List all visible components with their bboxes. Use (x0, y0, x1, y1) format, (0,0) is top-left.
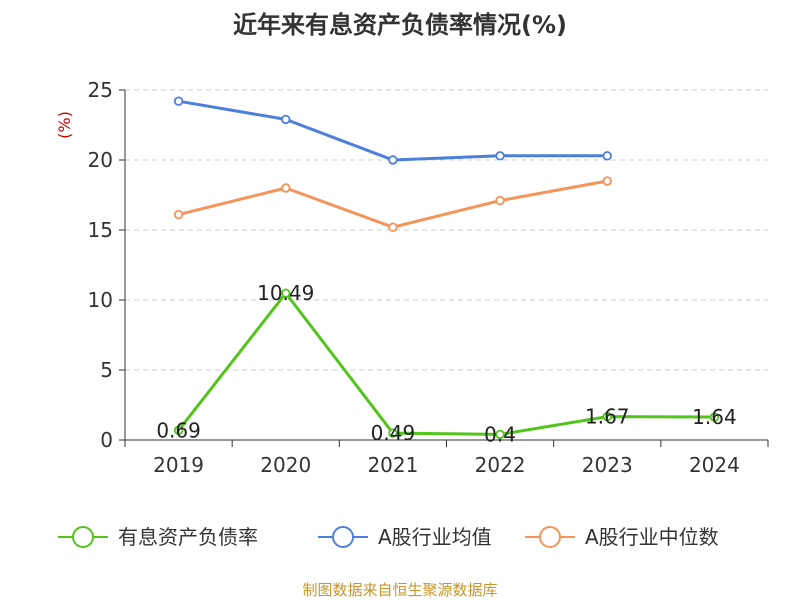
data-label: 1.67 (585, 405, 630, 429)
y-tick-label: 15 (88, 218, 113, 242)
data-label: 0.69 (156, 418, 201, 442)
legend-item-1[interactable]: A股行业均值 (318, 525, 492, 549)
x-tick-label: 2020 (260, 453, 311, 477)
legend-item-2[interactable]: A股行业中位数 (525, 525, 719, 549)
data-label: 1.64 (692, 405, 737, 429)
x-tick-labels: 2019 2020 2021 2022 2023 2024 (153, 453, 740, 477)
legend-label: A股行业中位数 (585, 525, 719, 549)
x-tick-label: 2021 (367, 453, 418, 477)
series-line-1 (178, 99, 608, 162)
data-point (602, 151, 612, 161)
data-labels: 0.69 10.49 0.49 0.4 1.67 1.64 (156, 281, 736, 446)
data-label: 0.4 (484, 422, 516, 446)
series-line-0 (177, 291, 715, 436)
axes (119, 89, 769, 447)
x-tick-label: 2022 (475, 453, 526, 477)
y-tick-label: 0 (100, 428, 113, 452)
y-tick-labels: 0 5 10 15 20 25 (88, 78, 113, 452)
data-point (602, 176, 612, 186)
y-tick-label: 5 (100, 358, 113, 382)
y-axis-unit-label: (%) (55, 111, 74, 139)
data-point (281, 183, 291, 193)
data-point (388, 155, 398, 165)
y-tick-label: 20 (88, 148, 113, 172)
legend-swatch-marker (332, 526, 354, 548)
y-tick-label: 10 (88, 288, 113, 312)
data-label: 10.49 (257, 281, 314, 305)
x-tick-label: 2023 (582, 453, 633, 477)
legend-swatch-marker (72, 526, 94, 548)
data-label: 0.49 (371, 421, 416, 445)
data-point (281, 288, 291, 298)
data-point (495, 151, 505, 161)
legend-swatch-marker (539, 526, 561, 548)
grid-lines (125, 89, 768, 371)
x-tick-label: 2024 (689, 453, 740, 477)
series-line-2 (178, 179, 608, 229)
data-point (281, 114, 291, 125)
data-point (388, 222, 398, 232)
data-point (173, 96, 184, 106)
legend-label: 有息资产负债率 (118, 525, 258, 549)
data-point (495, 195, 505, 206)
y-tick-label: 25 (88, 78, 113, 102)
data-point (602, 411, 612, 422)
legend[interactable]: 有息资产负债率 A股行业均值 A股行业中位数 (58, 525, 719, 549)
data-point (709, 412, 720, 422)
series-layer (173, 96, 720, 440)
legend-label: A股行业均值 (378, 525, 492, 549)
data-point (388, 428, 398, 438)
data-point (173, 425, 184, 436)
data-point (173, 209, 184, 220)
chart-title: 近年来有息资产负债率情况(%) (233, 11, 567, 39)
source-note: 制图数据来自恒生聚源数据库 (302, 581, 497, 599)
x-tick-label: 2019 (153, 453, 204, 477)
data-point (495, 429, 505, 440)
legend-item-0[interactable]: 有息资产负债率 (58, 525, 258, 549)
